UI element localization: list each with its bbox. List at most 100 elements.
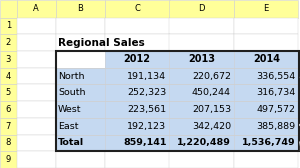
Bar <box>0 135 16 151</box>
Text: 6: 6 <box>6 105 11 114</box>
Bar <box>16 85 56 101</box>
Bar <box>234 118 298 135</box>
Bar <box>56 18 105 34</box>
Text: 223,561: 223,561 <box>128 105 167 114</box>
Text: 1,220,489: 1,220,489 <box>177 138 231 148</box>
Bar <box>16 135 56 151</box>
Text: 2013: 2013 <box>188 54 215 64</box>
Bar <box>56 34 105 51</box>
Text: A: A <box>33 4 39 13</box>
Bar <box>56 85 105 101</box>
Bar <box>16 0 56 18</box>
Text: 385,889: 385,889 <box>256 122 296 131</box>
Text: 2012: 2012 <box>124 54 151 64</box>
Text: 9: 9 <box>6 155 11 164</box>
Bar <box>56 51 298 151</box>
Bar <box>56 68 105 85</box>
Bar <box>0 85 16 101</box>
Text: 4: 4 <box>6 72 11 81</box>
Text: 497,572: 497,572 <box>256 105 296 114</box>
Bar <box>234 68 298 85</box>
Bar <box>169 51 234 68</box>
Bar <box>56 118 105 135</box>
Bar <box>105 118 170 135</box>
Bar <box>0 68 16 85</box>
Bar <box>234 101 298 118</box>
Bar <box>105 18 170 34</box>
Text: South: South <box>58 88 85 97</box>
Text: 7: 7 <box>6 122 11 131</box>
Bar <box>169 151 234 168</box>
Bar <box>16 101 56 118</box>
Bar <box>169 0 234 18</box>
Bar <box>169 85 234 101</box>
Bar <box>105 101 170 118</box>
Bar <box>169 118 234 135</box>
Bar <box>105 34 170 51</box>
Bar <box>234 68 298 85</box>
Bar <box>16 68 56 85</box>
Text: 5: 5 <box>6 88 11 97</box>
Bar <box>105 0 170 18</box>
Bar <box>169 68 234 85</box>
Bar <box>234 51 298 68</box>
Bar <box>56 85 105 101</box>
Bar <box>105 51 170 68</box>
Text: 252,323: 252,323 <box>127 88 167 97</box>
Text: 1: 1 <box>6 22 11 31</box>
Bar <box>0 34 16 51</box>
Text: 2: 2 <box>6 38 11 47</box>
Bar <box>169 135 234 151</box>
Bar <box>234 34 298 51</box>
Bar <box>56 135 105 151</box>
Text: 3: 3 <box>6 55 11 64</box>
Bar <box>169 34 234 51</box>
Bar <box>105 68 170 85</box>
Bar <box>56 0 105 18</box>
Text: North: North <box>58 72 84 81</box>
Text: Total: Total <box>58 138 84 148</box>
Bar <box>169 51 234 68</box>
Bar <box>169 85 234 101</box>
Bar <box>234 135 298 151</box>
Bar <box>0 118 16 135</box>
Bar <box>234 51 298 68</box>
Text: D: D <box>199 4 205 13</box>
Bar <box>169 101 234 118</box>
Bar <box>169 135 234 151</box>
Bar <box>56 151 105 168</box>
Bar <box>56 118 105 135</box>
Bar <box>56 51 105 68</box>
Bar <box>56 101 105 118</box>
Text: 336,554: 336,554 <box>256 72 296 81</box>
Bar <box>105 85 170 101</box>
Text: 316,734: 316,734 <box>256 88 296 97</box>
Bar <box>169 118 234 135</box>
Bar <box>234 101 298 118</box>
Bar <box>105 101 170 118</box>
Bar <box>0 0 16 18</box>
Text: 220,672: 220,672 <box>192 72 231 81</box>
Bar <box>0 18 16 34</box>
Bar <box>16 118 56 135</box>
Bar <box>105 151 170 168</box>
Bar <box>105 68 170 85</box>
Bar <box>56 51 105 68</box>
Bar <box>169 18 234 34</box>
Bar <box>56 51 105 68</box>
Bar <box>234 85 298 101</box>
Bar <box>105 135 170 151</box>
Bar <box>16 18 56 34</box>
Bar <box>0 151 16 168</box>
Text: 342,420: 342,420 <box>192 122 231 131</box>
Bar <box>169 101 234 118</box>
Bar <box>234 151 298 168</box>
Text: E: E <box>264 4 269 13</box>
Bar <box>0 51 16 68</box>
Bar <box>105 118 170 135</box>
Bar <box>169 68 234 85</box>
Bar <box>105 85 170 101</box>
Bar <box>0 101 16 118</box>
Bar <box>56 68 105 85</box>
Text: 8: 8 <box>6 138 11 148</box>
